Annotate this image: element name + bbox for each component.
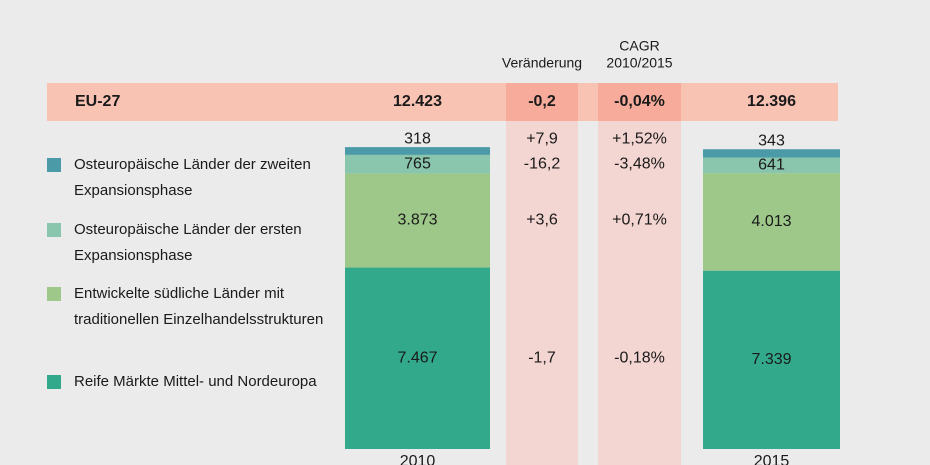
change-value: +3,6 bbox=[526, 212, 558, 229]
change-value: -16,2 bbox=[524, 155, 561, 172]
change-value: +1,52% bbox=[612, 130, 667, 147]
total-cell bbox=[598, 83, 681, 121]
legend-swatch bbox=[47, 287, 61, 301]
bar-value-label: 4.013 bbox=[751, 213, 791, 230]
bar-segment bbox=[345, 154, 490, 174]
bar-value-label: 7.467 bbox=[397, 349, 437, 366]
legend-label: Osteuropäische Länder der zweiten Expans… bbox=[74, 156, 311, 199]
total-row bbox=[47, 83, 838, 121]
column-header: CAGR bbox=[619, 38, 659, 54]
category-label: 2015 bbox=[754, 453, 790, 465]
bar-segment bbox=[703, 149, 840, 158]
total-value: 12.396 bbox=[747, 93, 796, 110]
total-name: EU-27 bbox=[75, 93, 120, 110]
legend-swatch bbox=[47, 158, 61, 172]
total-change: -0,2 bbox=[528, 93, 556, 110]
change-value: -0,18% bbox=[614, 349, 665, 366]
change-value: +7,9 bbox=[526, 130, 558, 147]
bar-value-label: 343 bbox=[758, 132, 785, 149]
bar-segment bbox=[345, 173, 490, 268]
bar-segment bbox=[345, 267, 490, 449]
column-band bbox=[598, 121, 681, 465]
column-header: Veränderung bbox=[502, 55, 582, 71]
total-cell bbox=[506, 83, 578, 121]
change-value: -3,48% bbox=[614, 155, 665, 172]
legend-swatch bbox=[47, 223, 61, 237]
legend-label: Reife Märkte Mittel- und Nordeuropa bbox=[74, 373, 317, 390]
bar-value-label: 765 bbox=[404, 155, 431, 172]
column-header: 2010/2015 bbox=[606, 55, 672, 71]
bar-value-label: 7.339 bbox=[751, 351, 791, 368]
bar-segment bbox=[703, 270, 840, 449]
bar-value-label: 641 bbox=[758, 157, 785, 174]
change-value: -1,7 bbox=[528, 349, 556, 366]
bar-segment bbox=[703, 157, 840, 174]
legend-label: Osteuropäische Länder der ersten Expansi… bbox=[74, 221, 302, 264]
total-value: 12.423 bbox=[393, 93, 442, 110]
bar-segment bbox=[703, 173, 840, 271]
total-change: -0,04% bbox=[614, 93, 665, 110]
bar-value-label: 318 bbox=[404, 130, 431, 147]
change-value: +0,71% bbox=[612, 212, 667, 229]
bar-value-label: 3.873 bbox=[397, 212, 437, 229]
column-band bbox=[506, 121, 578, 465]
legend-label: Entwickelte südliche Länder mit traditio… bbox=[74, 285, 324, 328]
bar-segment bbox=[345, 147, 490, 155]
category-label: 2010 bbox=[400, 453, 436, 465]
legend-swatch bbox=[47, 375, 61, 389]
